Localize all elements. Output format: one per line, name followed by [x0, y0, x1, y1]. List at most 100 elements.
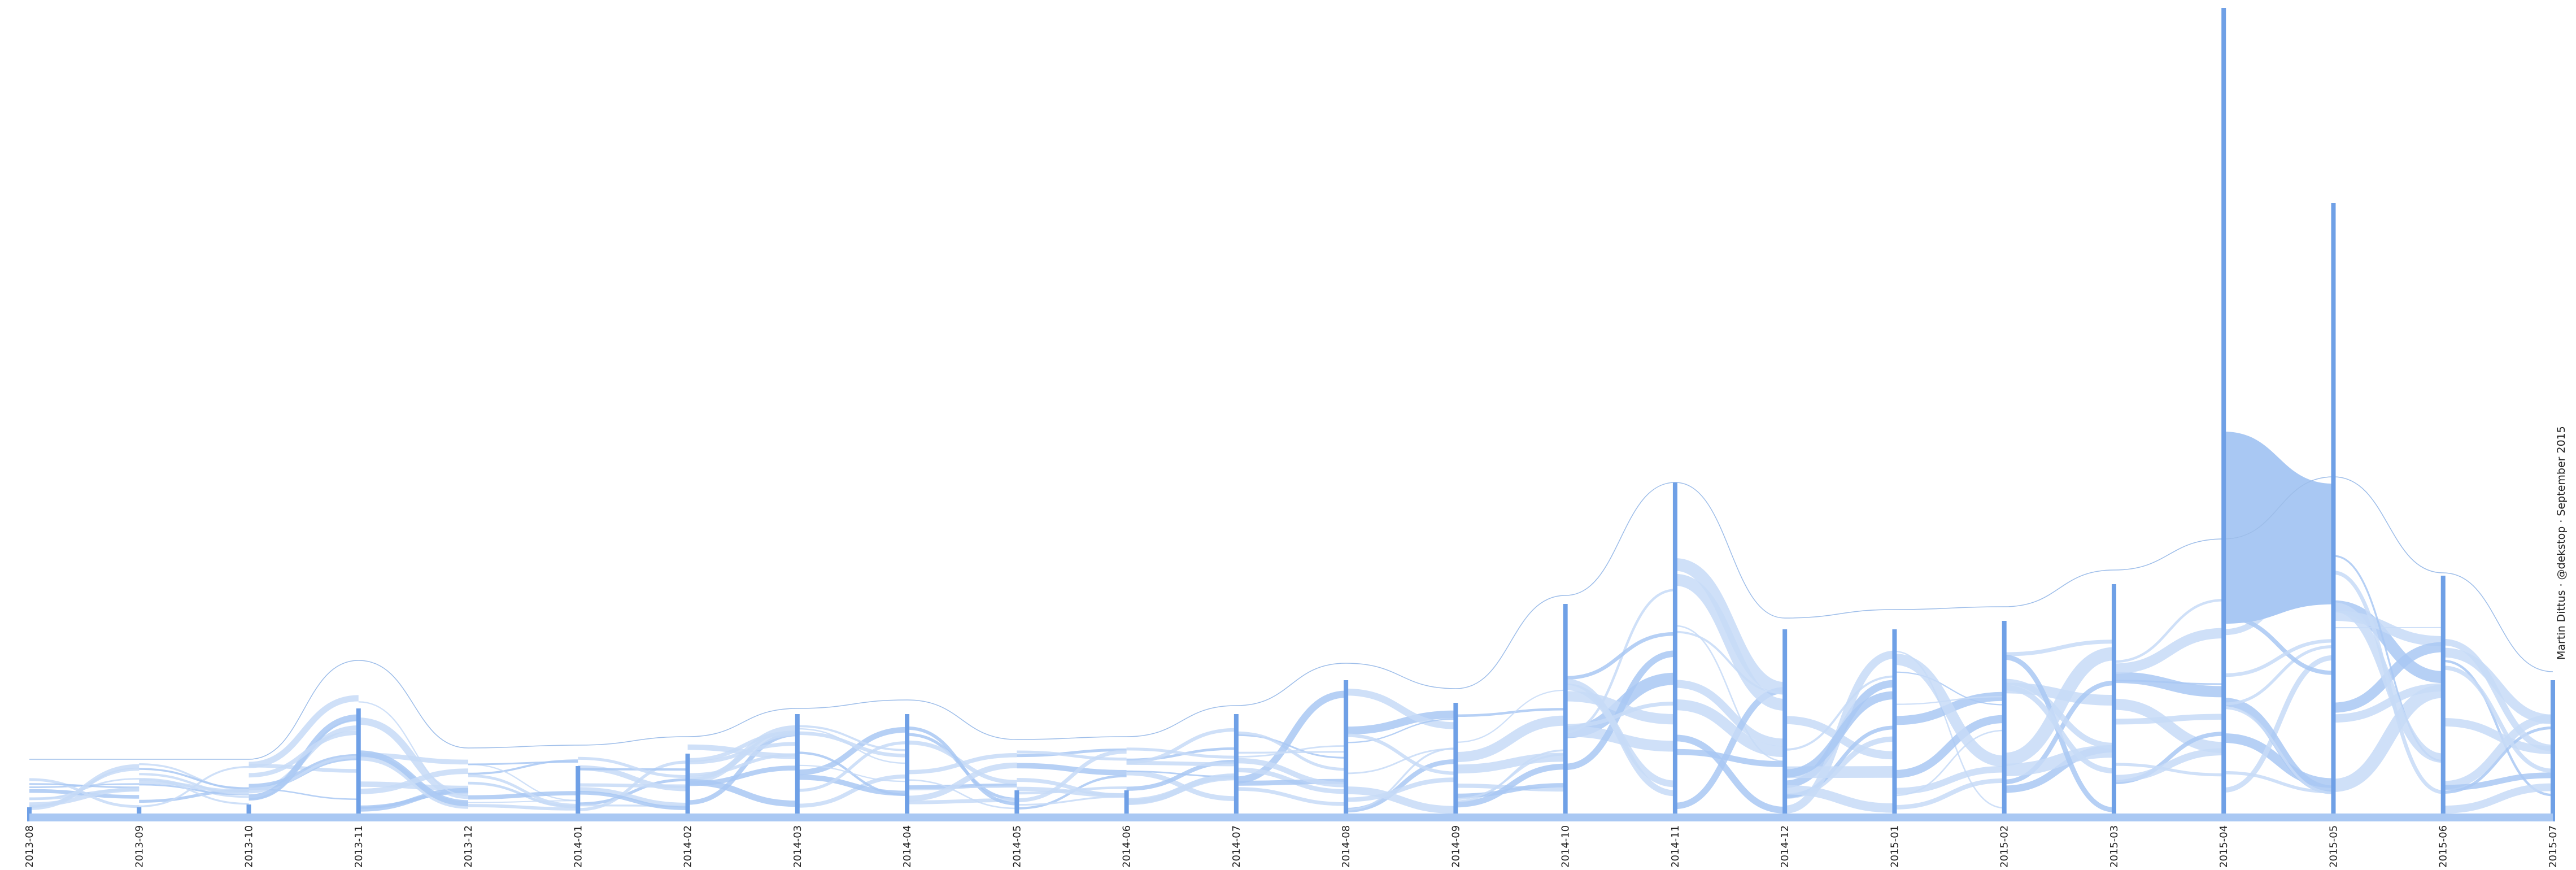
flow-band — [2223, 697, 2334, 794]
month-node-group — [27, 8, 2555, 821]
flow-band — [2113, 698, 2224, 754]
flow-band — [1346, 718, 1456, 743]
node-2014-07 — [1233, 714, 1239, 821]
flow-band — [249, 755, 359, 791]
tick-label-2015-03: 2015-03 — [2108, 825, 2120, 868]
flow-band — [1675, 680, 1785, 747]
flow-band — [797, 725, 908, 751]
flow-band — [1126, 770, 1236, 802]
tick-label-2014-12: 2014-12 — [1779, 825, 1791, 868]
flow-band — [2333, 571, 2443, 794]
flow-band — [2004, 685, 2115, 774]
node-2014-10 — [1563, 604, 1568, 821]
flow-band — [468, 800, 578, 803]
node-2015-04 — [2221, 8, 2226, 821]
total-outline-group — [29, 476, 2553, 760]
flow-band-group — [29, 432, 2553, 814]
flow-band — [907, 726, 1017, 806]
node-2015-07 — [2551, 680, 2555, 821]
tick-label-2015-05: 2015-05 — [2327, 825, 2339, 868]
flow-band — [907, 779, 1017, 810]
flow-band — [797, 731, 908, 758]
flow-band — [1346, 747, 1456, 811]
flow-band — [249, 730, 359, 778]
flow-band — [797, 764, 908, 782]
tick-label-2015-01: 2015-01 — [1889, 825, 1901, 868]
flow-band — [1565, 650, 1676, 771]
node-2014-08 — [1344, 680, 1349, 821]
flow-band — [1346, 688, 1456, 729]
node-2014-03 — [795, 714, 800, 821]
flow-band — [2443, 665, 2553, 773]
flow-band — [797, 775, 908, 796]
flow-band — [1784, 691, 1895, 778]
tick-label-2014-09: 2014-09 — [1450, 825, 1462, 868]
tick-label-2014-04: 2014-04 — [901, 825, 913, 868]
tick-label-2014-06: 2014-06 — [1121, 825, 1133, 868]
flow-band — [1126, 760, 1236, 767]
flow-band — [578, 783, 688, 788]
flow-band — [907, 762, 1017, 802]
node-2015-02 — [2002, 621, 2007, 821]
flow-band — [468, 763, 578, 802]
flow-band — [468, 761, 578, 765]
flow-band — [1346, 748, 1456, 775]
flow-band — [2113, 763, 2224, 777]
flow-band — [1894, 696, 2004, 705]
flow-band — [578, 778, 688, 806]
tick-label-2013-08: 2013-08 — [24, 825, 36, 868]
flow-band — [139, 773, 249, 795]
flow-band — [2113, 672, 2224, 698]
flow-band — [139, 780, 249, 794]
flow-band — [2113, 680, 2224, 685]
tick-label-2015-06: 2015-06 — [2438, 825, 2449, 868]
node-2015-06 — [2440, 576, 2446, 821]
flow-band — [468, 759, 578, 775]
flow-band — [1346, 733, 1456, 775]
flow-band — [2004, 745, 2114, 776]
flow-band — [578, 790, 688, 810]
flow-band — [468, 774, 578, 807]
flow-band — [1126, 747, 1236, 759]
baseline-group — [29, 814, 2553, 821]
tick-label-2014-05: 2014-05 — [1011, 825, 1023, 868]
node-2014-02 — [685, 754, 690, 821]
flow-band — [2443, 638, 2553, 751]
tick-label-2014-02: 2014-02 — [682, 825, 694, 868]
node-2015-05 — [2331, 203, 2336, 821]
flow-band — [1017, 786, 1127, 795]
x-axis-tick-labels: 2013-08 2013-09 2013-10 2013-11 2013-12 2014-… — [24, 825, 2559, 868]
tick-label-2014-03: 2014-03 — [792, 825, 804, 868]
flow-band — [797, 774, 908, 808]
tick-label-2013-12: 2013-12 — [463, 825, 474, 868]
node-2014-09 — [1453, 703, 1458, 821]
flow-band — [1346, 786, 1456, 814]
flow-band — [1017, 778, 1127, 798]
node-2015-03 — [2111, 584, 2116, 821]
flow-band — [1894, 650, 2004, 809]
flow-band — [1894, 778, 2004, 810]
flow-band — [1236, 690, 1346, 784]
flow-band — [1017, 748, 1127, 758]
flow-band — [468, 791, 578, 800]
flow-band — [2113, 714, 2224, 725]
flow-band — [2333, 685, 2444, 792]
flow-band — [1675, 734, 1785, 814]
flow-band — [1675, 699, 1785, 758]
flow-band — [29, 787, 140, 807]
tick-label-2015-07: 2015-07 — [2547, 825, 2559, 868]
flow-band — [1894, 729, 2004, 797]
node-2014-12 — [1782, 629, 1788, 821]
flow-band — [139, 768, 249, 789]
flow-band — [358, 781, 469, 791]
flow-band — [2443, 714, 2553, 790]
flow-band — [907, 785, 1017, 791]
flow-band — [1126, 728, 1236, 764]
flow-band — [2004, 640, 2114, 656]
flow-band — [358, 750, 469, 807]
tick-label-2013-11: 2013-11 — [353, 825, 365, 868]
flow-band — [1455, 752, 1566, 774]
total-outline — [29, 476, 2553, 760]
flow-band — [249, 763, 359, 773]
flow-band — [139, 784, 249, 796]
